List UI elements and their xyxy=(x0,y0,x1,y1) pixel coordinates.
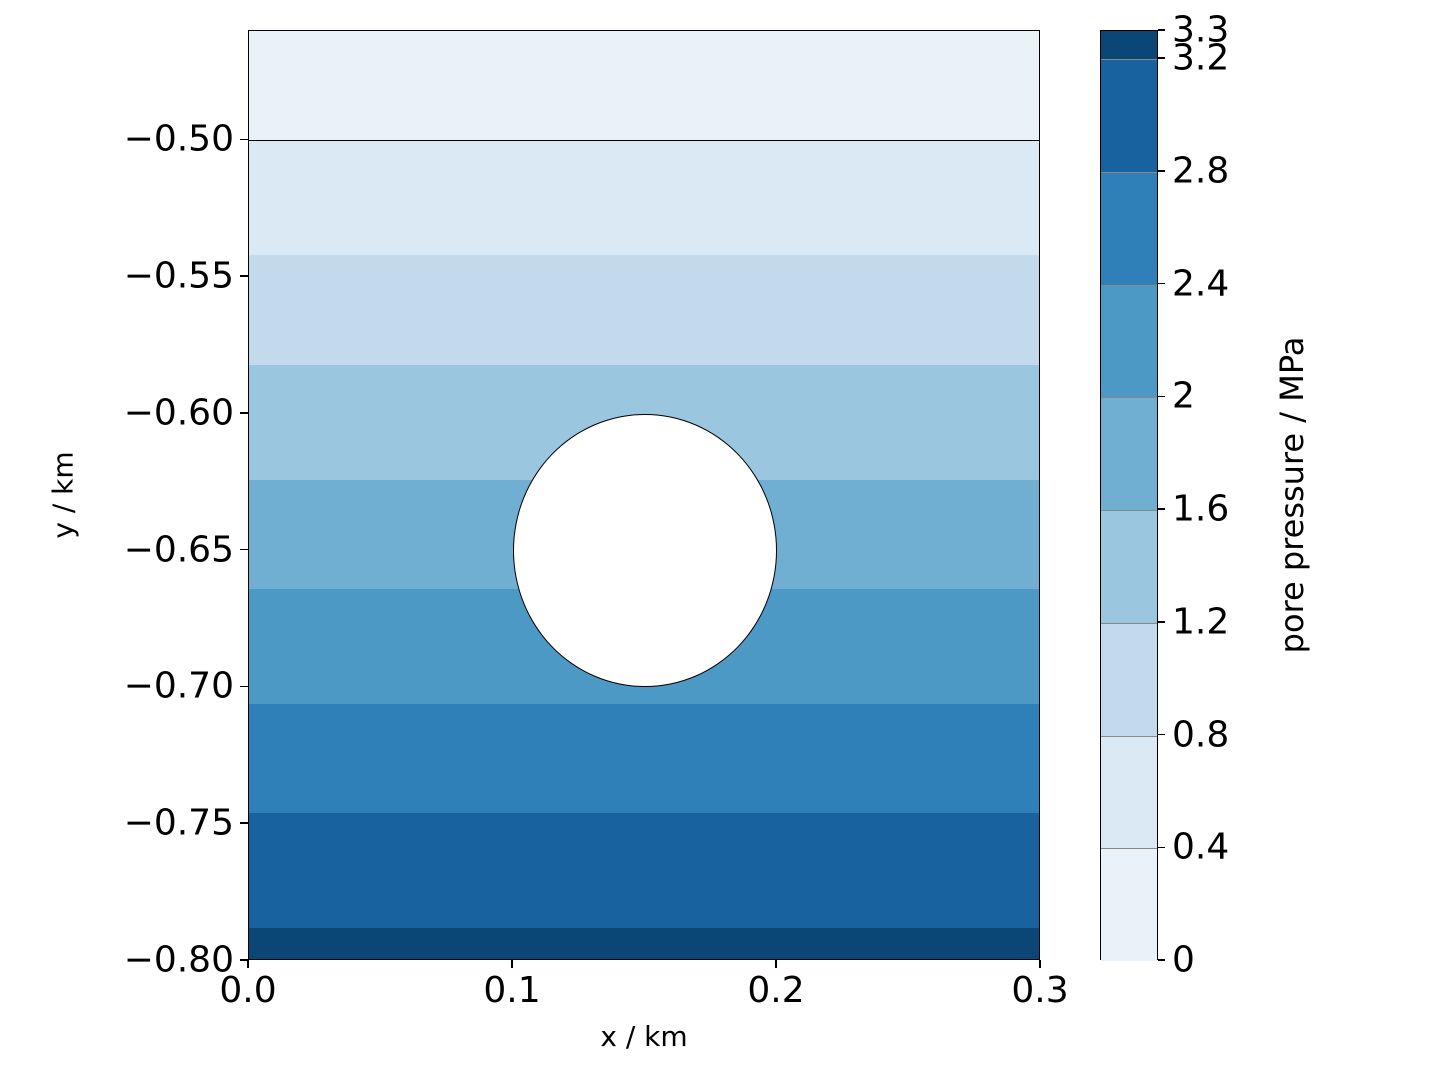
colorbar-segment xyxy=(1101,31,1157,59)
figure: 0.00.10.20.3 x / km −0.50−0.55−0.60−0.65… xyxy=(0,0,1447,1080)
colorbar-segment xyxy=(1101,397,1157,510)
x-tick-mark xyxy=(775,960,777,968)
colorbar-tick-label: 0.4 xyxy=(1172,827,1229,868)
colorbar-divider xyxy=(1101,736,1157,737)
colorbar-segment xyxy=(1101,736,1157,849)
x-axis-label: x / km xyxy=(600,1020,687,1053)
colorbar-tick-label: 2.4 xyxy=(1172,263,1229,304)
y-tick-label: −0.70 xyxy=(124,666,234,707)
colorbar-segment xyxy=(1101,848,1157,961)
colorbar-tick-mark xyxy=(1158,29,1165,31)
colorbar-tick-mark xyxy=(1158,396,1165,398)
contour-band xyxy=(249,928,1039,960)
colorbar-tick-label: 2.8 xyxy=(1172,150,1229,191)
y-tick-mark xyxy=(240,686,248,688)
x-tick-mark xyxy=(511,960,513,968)
contour-band xyxy=(249,255,1039,364)
colorbar-segment xyxy=(1101,510,1157,623)
colorbar-divider xyxy=(1101,285,1157,286)
colorbar-divider xyxy=(1101,59,1157,60)
colorbar-tick-label: 1.6 xyxy=(1172,489,1229,530)
contour-band xyxy=(249,704,1039,813)
colorbar-tick-mark xyxy=(1158,621,1165,623)
colorbar-segment xyxy=(1101,59,1157,172)
plot-area xyxy=(248,30,1040,960)
colorbar-divider xyxy=(1101,848,1157,849)
colorbar-divider xyxy=(1101,510,1157,511)
colorbar-tick-mark xyxy=(1158,734,1165,736)
colorbar-tick-label: 1.2 xyxy=(1172,601,1229,642)
x-tick-mark xyxy=(247,960,249,968)
colorbar-tick-label: 2 xyxy=(1172,376,1195,417)
colorbar-tick-mark xyxy=(1158,170,1165,172)
colorbar-segment xyxy=(1101,285,1157,398)
contour-band xyxy=(249,813,1039,928)
y-tick-mark xyxy=(240,959,248,961)
y-tick-label: −0.65 xyxy=(124,529,234,570)
y-tick-mark xyxy=(240,549,248,551)
y-tick-label: −0.60 xyxy=(124,392,234,433)
tunnel-hole xyxy=(513,414,777,688)
colorbar-tick-label: 0 xyxy=(1172,940,1195,981)
contour-band xyxy=(249,31,1039,140)
y-tick-mark xyxy=(240,139,248,141)
x-tick-label: 0.3 xyxy=(1011,970,1068,1011)
colorbar-tick-mark xyxy=(1158,57,1165,59)
colorbar-segment xyxy=(1101,172,1157,285)
y-tick-mark xyxy=(240,275,248,277)
colorbar-tick-label: 0.8 xyxy=(1172,714,1229,755)
colorbar-tick-mark xyxy=(1158,508,1165,510)
y-axis-label: y / km xyxy=(47,451,80,538)
y-tick-mark xyxy=(240,822,248,824)
y-tick-label: −0.80 xyxy=(124,940,234,981)
colorbar-divider xyxy=(1101,623,1157,624)
y-tick-label: −0.50 xyxy=(124,119,234,160)
y-tick-label: −0.55 xyxy=(124,256,234,297)
y-tick-label: −0.75 xyxy=(124,803,234,844)
x-tick-mark xyxy=(1039,960,1041,968)
x-tick-label: 0.1 xyxy=(483,970,540,1011)
x-tick-label: 0.2 xyxy=(747,970,804,1011)
colorbar-divider xyxy=(1101,172,1157,173)
colorbar-label: pore pressure / MPa xyxy=(1273,337,1311,654)
colorbar-tick-mark xyxy=(1158,959,1165,961)
colorbar-tick-label: 3.3 xyxy=(1172,10,1229,51)
colorbar-segment xyxy=(1101,623,1157,736)
colorbar-divider xyxy=(1101,397,1157,398)
colorbar-tick-mark xyxy=(1158,847,1165,849)
colorbar xyxy=(1100,30,1158,960)
contour-band xyxy=(249,140,1039,255)
colorbar-tick-mark xyxy=(1158,283,1165,285)
y-tick-mark xyxy=(240,412,248,414)
band-boundary-line xyxy=(249,140,1039,141)
